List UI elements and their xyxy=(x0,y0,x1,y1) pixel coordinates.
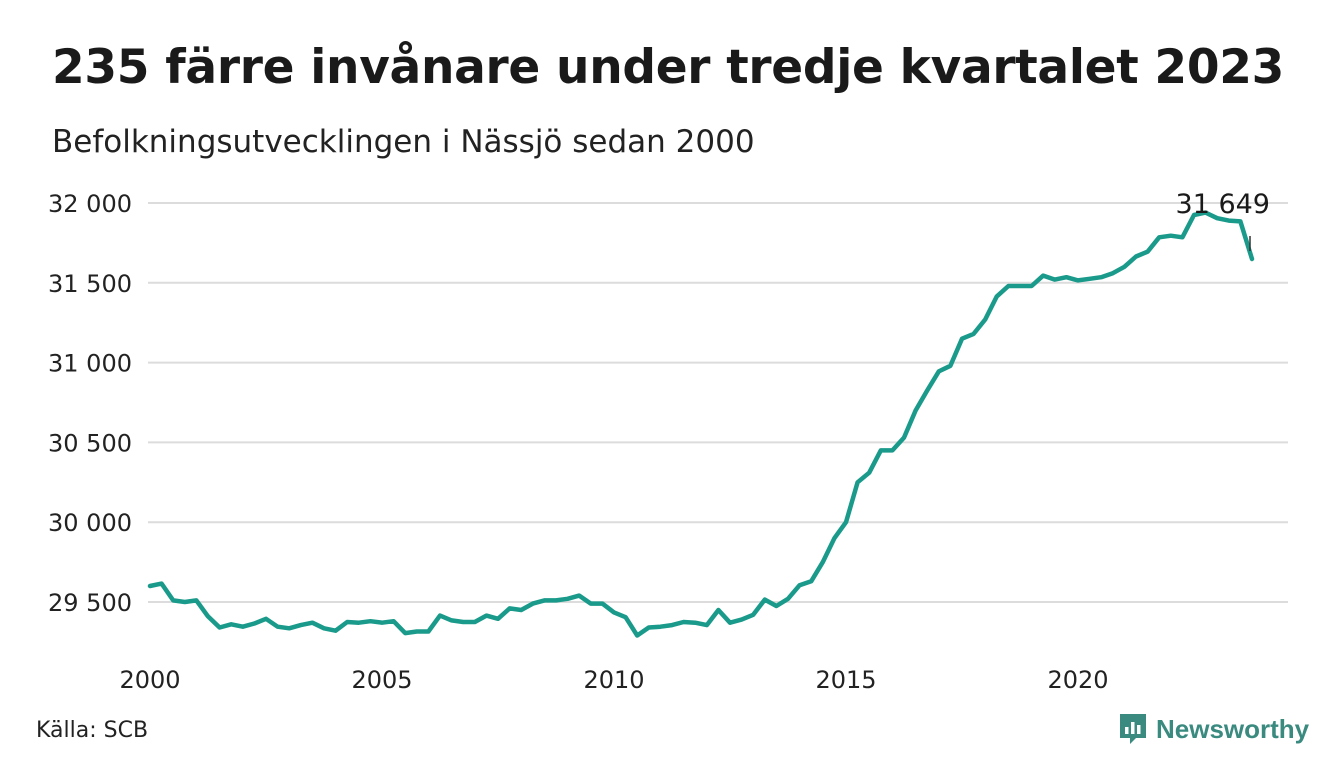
brand-logo[interactable]: Newsworthy xyxy=(1118,712,1309,746)
x-tick-label: 2020 xyxy=(1047,666,1108,694)
x-tick-label: 2005 xyxy=(351,666,412,694)
gridlines xyxy=(148,202,1288,603)
y-tick-label: 29 500 xyxy=(48,589,132,617)
source-note: Källa: SCB xyxy=(36,718,149,743)
y-tick-label: 32 000 xyxy=(48,190,132,218)
y-tick-label: 30 500 xyxy=(48,429,132,457)
y-tick-label: 30 000 xyxy=(48,509,132,537)
x-tick-label: 2000 xyxy=(119,666,180,694)
chart-title: 235 färre invånare under tredje kvartale… xyxy=(52,40,1285,95)
annotation-layer: 31 649 xyxy=(1176,189,1270,252)
x-tick-label: 2015 xyxy=(815,666,876,694)
y-axis-tick-labels: 29 500 30 000 30 500 31 000 31 500 32 000 xyxy=(48,190,132,617)
annotation-label: 31 649 xyxy=(1176,189,1270,220)
x-tick-label: 2010 xyxy=(583,666,644,694)
newsworthy-logo-icon xyxy=(1120,714,1146,744)
y-tick-label: 31 000 xyxy=(48,350,132,378)
series-layer xyxy=(147,210,1255,638)
population-series-line xyxy=(147,210,1255,638)
chart-subtitle: Befolkningsutvecklingen i Nässjö sedan 2… xyxy=(52,124,755,160)
y-tick-label: 31 500 xyxy=(48,270,132,298)
brand-name: Newsworthy xyxy=(1156,713,1310,744)
x-axis-tick-labels: 2000 2005 2010 2015 2020 xyxy=(119,666,1108,694)
